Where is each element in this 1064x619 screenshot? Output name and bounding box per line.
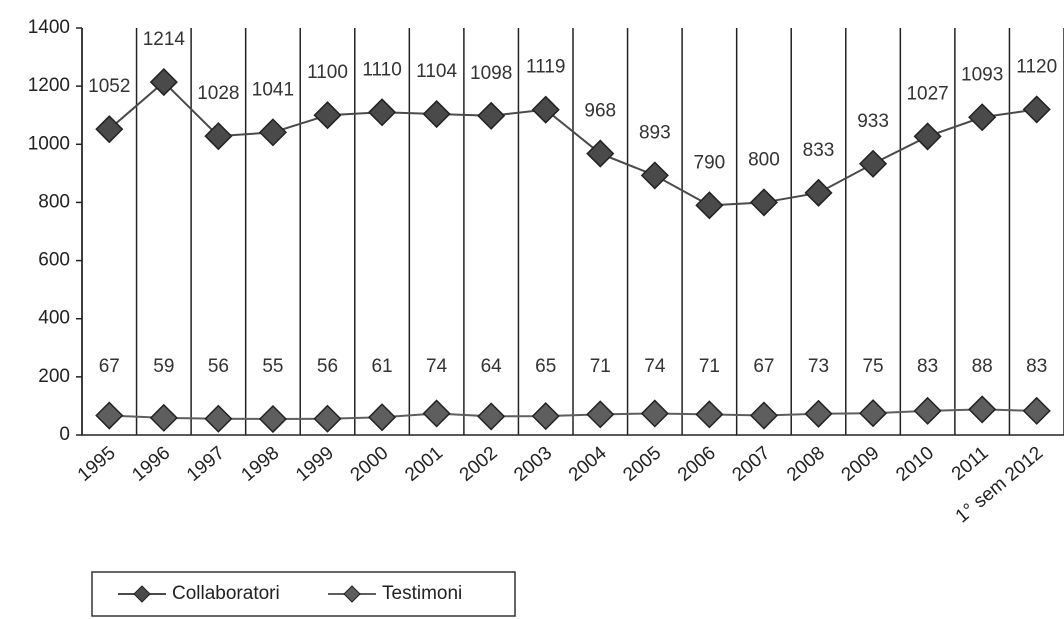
data-label: 83 [917, 356, 938, 377]
y-tick-label: 1400 [28, 17, 70, 38]
x-tick-label: 1995 [74, 443, 120, 486]
point [751, 403, 777, 429]
data-label: 800 [748, 149, 780, 170]
data-label: 1119 [526, 57, 565, 78]
point [587, 141, 613, 167]
x-tick-label: 2004 [565, 442, 611, 486]
data-label: 55 [262, 356, 283, 377]
point [533, 403, 559, 429]
y-tick-label: 1000 [28, 133, 70, 154]
point [806, 180, 832, 206]
x-tick-label: 2003 [510, 443, 556, 486]
y-tick-label: 800 [38, 191, 70, 212]
data-label: 56 [317, 356, 338, 377]
y-tick-label: 1200 [28, 75, 70, 96]
legend-label: Testimoni [382, 583, 462, 604]
x-tick-label: 1996 [128, 443, 174, 486]
point [969, 396, 995, 422]
point [369, 404, 395, 430]
y-tick-label: 600 [38, 250, 70, 271]
point [533, 97, 559, 123]
data-label: 1214 [143, 29, 186, 50]
data-label: 65 [535, 356, 556, 377]
point [587, 401, 613, 427]
data-label: 75 [862, 356, 883, 377]
data-label: 71 [699, 356, 720, 377]
point [751, 189, 777, 215]
point [151, 405, 177, 431]
data-label: 1041 [252, 79, 294, 100]
point [96, 403, 122, 429]
point [369, 99, 395, 125]
data-label: 1104 [416, 61, 457, 82]
data-label: 1027 [906, 83, 948, 104]
x-tick-label: 2000 [347, 443, 393, 486]
data-label: 1028 [197, 83, 239, 104]
x-tick-label: 2007 [728, 443, 774, 486]
point [915, 398, 941, 424]
point [915, 123, 941, 149]
x-tick-label: 2005 [619, 443, 665, 486]
point [478, 403, 504, 429]
data-label: 64 [481, 356, 503, 377]
point [860, 151, 886, 177]
point [260, 406, 286, 432]
data-label: 893 [639, 122, 671, 143]
data-label: 1110 [362, 59, 401, 80]
data-label: 1093 [961, 64, 1003, 85]
x-tick-label: 2011 [948, 443, 993, 485]
data-label: 968 [584, 101, 616, 122]
x-tick-label: 1998 [237, 443, 283, 486]
data-label: 71 [590, 356, 611, 377]
data-label: 933 [857, 111, 889, 132]
x-tick-label: 2008 [783, 443, 829, 486]
legend: Collaboratori Testimoni [92, 572, 515, 616]
point [424, 400, 450, 426]
point [696, 401, 722, 427]
data-label: 1052 [88, 76, 130, 97]
chart: Collaboratori Testimoni 0 200 400 600 800 1000… [0, 0, 1064, 619]
data-label: 1100 [307, 62, 348, 83]
x-tick-label: 2002 [456, 443, 502, 486]
data-label: 59 [153, 356, 174, 377]
point [642, 162, 668, 188]
x-tick-label: 2006 [674, 443, 720, 486]
x-tick-label: 1999 [292, 443, 338, 486]
data-label: 61 [371, 356, 392, 377]
data-label: 1098 [470, 63, 512, 84]
point [696, 192, 722, 218]
point [315, 406, 341, 432]
data-label: 790 [694, 152, 726, 173]
data-label: 56 [208, 356, 229, 377]
x-tick-label: 1997 [183, 443, 229, 486]
data-label: 73 [808, 356, 829, 377]
legend-label: Collaboratori [172, 583, 280, 604]
point [1024, 398, 1050, 424]
x-tick-label: 2009 [838, 443, 884, 486]
data-label: 88 [972, 356, 993, 377]
data-label: 74 [426, 356, 448, 377]
data-label: 833 [803, 140, 835, 161]
point [860, 400, 886, 426]
point [1024, 96, 1050, 122]
y-tick-label: 200 [38, 366, 70, 387]
data-label: 67 [753, 356, 774, 377]
data-label: 74 [644, 356, 666, 377]
data-label: 1120 [1016, 56, 1057, 77]
point [642, 400, 668, 426]
point [424, 101, 450, 127]
point [806, 401, 832, 427]
point [315, 102, 341, 128]
x-tick-label: 2010 [892, 443, 938, 486]
y-tick-label: 0 [59, 424, 70, 445]
point [969, 104, 995, 130]
x-tick-label: 2001 [401, 443, 447, 486]
point [478, 103, 504, 129]
point [205, 406, 231, 432]
data-label: 67 [99, 356, 120, 377]
y-tick-label: 400 [38, 308, 70, 329]
point [260, 119, 286, 145]
data-label: 83 [1026, 356, 1047, 377]
